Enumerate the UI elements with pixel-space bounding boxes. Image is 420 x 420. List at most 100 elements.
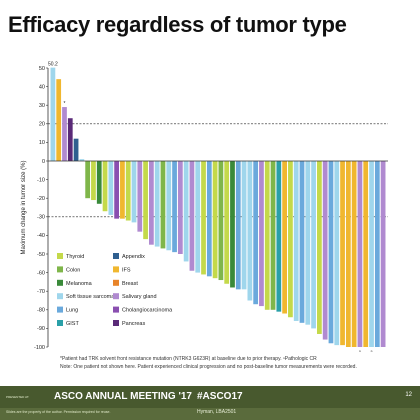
bar <box>114 161 119 219</box>
bar <box>293 161 299 321</box>
bar <box>259 161 264 307</box>
bar <box>189 161 195 271</box>
legend-swatch <box>113 253 119 259</box>
bar <box>230 161 235 288</box>
bar <box>241 161 247 290</box>
bar <box>334 161 340 346</box>
chart-legend: Thyroid Appendix Colon IFS Melanoma Breast Sof… <box>57 253 173 327</box>
bar <box>212 161 218 279</box>
legend-label: Melanoma <box>66 281 93 287</box>
footer-disclaimer: Slides are the property of the author. P… <box>6 410 111 414</box>
legend-swatch <box>57 266 63 273</box>
legend-swatch <box>113 293 119 300</box>
bar <box>218 161 224 281</box>
y-tick-label: 40 <box>39 84 45 90</box>
legend-swatch <box>57 306 63 313</box>
bar <box>56 79 62 161</box>
bar <box>62 107 67 161</box>
bar <box>351 161 357 347</box>
legend-swatch <box>113 320 119 326</box>
bar <box>380 161 386 347</box>
y-tick-label: -50 <box>37 252 45 258</box>
meeting-hashtag: #ASCO17 <box>197 391 243 402</box>
y-tick-label: 30 <box>39 103 45 109</box>
bar <box>247 161 253 301</box>
legend-label: Cholangiocarcinoma <box>122 308 173 314</box>
bar <box>345 161 351 347</box>
bar <box>120 161 125 219</box>
legend-label: Soft tissue sarcoma <box>66 294 115 300</box>
bar <box>102 161 108 212</box>
bar <box>206 161 212 277</box>
bar <box>201 161 206 275</box>
bar-annotation: * <box>64 101 66 107</box>
bar <box>317 161 322 334</box>
bar <box>137 161 143 232</box>
presented-by-label: PRESENTED AT: <box>6 395 30 399</box>
bar <box>299 161 305 323</box>
footer-band <box>0 386 420 408</box>
legend-swatch <box>57 320 63 326</box>
legend-swatch <box>113 306 119 313</box>
y-tick-label: 10 <box>39 140 45 146</box>
bar <box>154 161 160 247</box>
legend-swatch <box>113 279 119 286</box>
legend-swatch <box>57 279 63 286</box>
bar <box>125 161 131 221</box>
bar <box>311 161 316 329</box>
bar <box>143 161 148 240</box>
bar <box>328 161 334 344</box>
y-tick-label: -90 <box>37 326 45 332</box>
bar <box>183 161 189 262</box>
bar <box>79 159 85 161</box>
y-tick-label: -80 <box>37 308 45 314</box>
slide-title: Efficacy regardless of tumor type <box>8 12 347 37</box>
bar <box>149 161 154 245</box>
bar <box>50 67 56 161</box>
legend-label: Salivary gland <box>122 294 157 300</box>
bar <box>224 161 230 284</box>
bar <box>195 161 201 273</box>
y-tick-label: 50 <box>39 66 45 72</box>
bar <box>282 161 287 314</box>
bar-annotation: ⁿ <box>371 349 373 355</box>
bar <box>363 161 369 347</box>
bar-annotation: ⁿ <box>359 349 361 355</box>
bar <box>91 161 96 201</box>
y-tick-label: 0 <box>42 159 45 165</box>
bar <box>322 161 328 340</box>
legend-label: Colon <box>66 267 80 273</box>
bar <box>264 161 270 310</box>
y-tick-label: -10 <box>37 177 45 183</box>
legend-label: Thyroid <box>66 254 84 260</box>
legend-swatch <box>57 293 63 300</box>
y-tick-label: -40 <box>37 233 45 239</box>
y-axis-label: Maximum change in tumor size (%) <box>21 160 27 254</box>
bar <box>305 161 311 325</box>
bar <box>374 161 380 347</box>
meeting-name: ASCO ANNUAL MEETING '17 <box>54 391 192 402</box>
y-tick-label: -20 <box>37 196 45 202</box>
legend-label: Appendix <box>122 254 145 260</box>
bar <box>177 161 183 254</box>
y-tick-label: -70 <box>37 289 45 295</box>
bar <box>160 161 166 249</box>
bar <box>96 161 102 204</box>
bar <box>73 138 79 161</box>
y-tick-label: -100 <box>34 345 45 351</box>
legend-label: Breast <box>122 281 138 287</box>
bar <box>288 161 293 318</box>
bar <box>108 161 114 215</box>
bar <box>172 161 177 253</box>
legend-swatch <box>113 266 119 273</box>
legend-label: GIST <box>66 321 79 327</box>
y-tick-label: -30 <box>37 215 45 221</box>
bar <box>235 161 241 290</box>
y-tick-label: -60 <box>37 270 45 276</box>
bar <box>85 161 91 199</box>
legend-label: Pancreas <box>122 321 145 327</box>
chart-axis: 50.2 * ⁿ ⁿ 50 40 30 20 10 0 -10 -20 -30 -40 -50 -60 -70 -… <box>21 62 388 355</box>
slide-number: 12 <box>405 392 412 398</box>
slide-footer: PRESENTED AT: ASCO ANNUAL MEETING '17 #A… <box>0 386 420 420</box>
